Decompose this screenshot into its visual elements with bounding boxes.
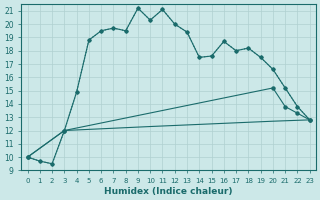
X-axis label: Humidex (Indice chaleur): Humidex (Indice chaleur) — [104, 187, 233, 196]
